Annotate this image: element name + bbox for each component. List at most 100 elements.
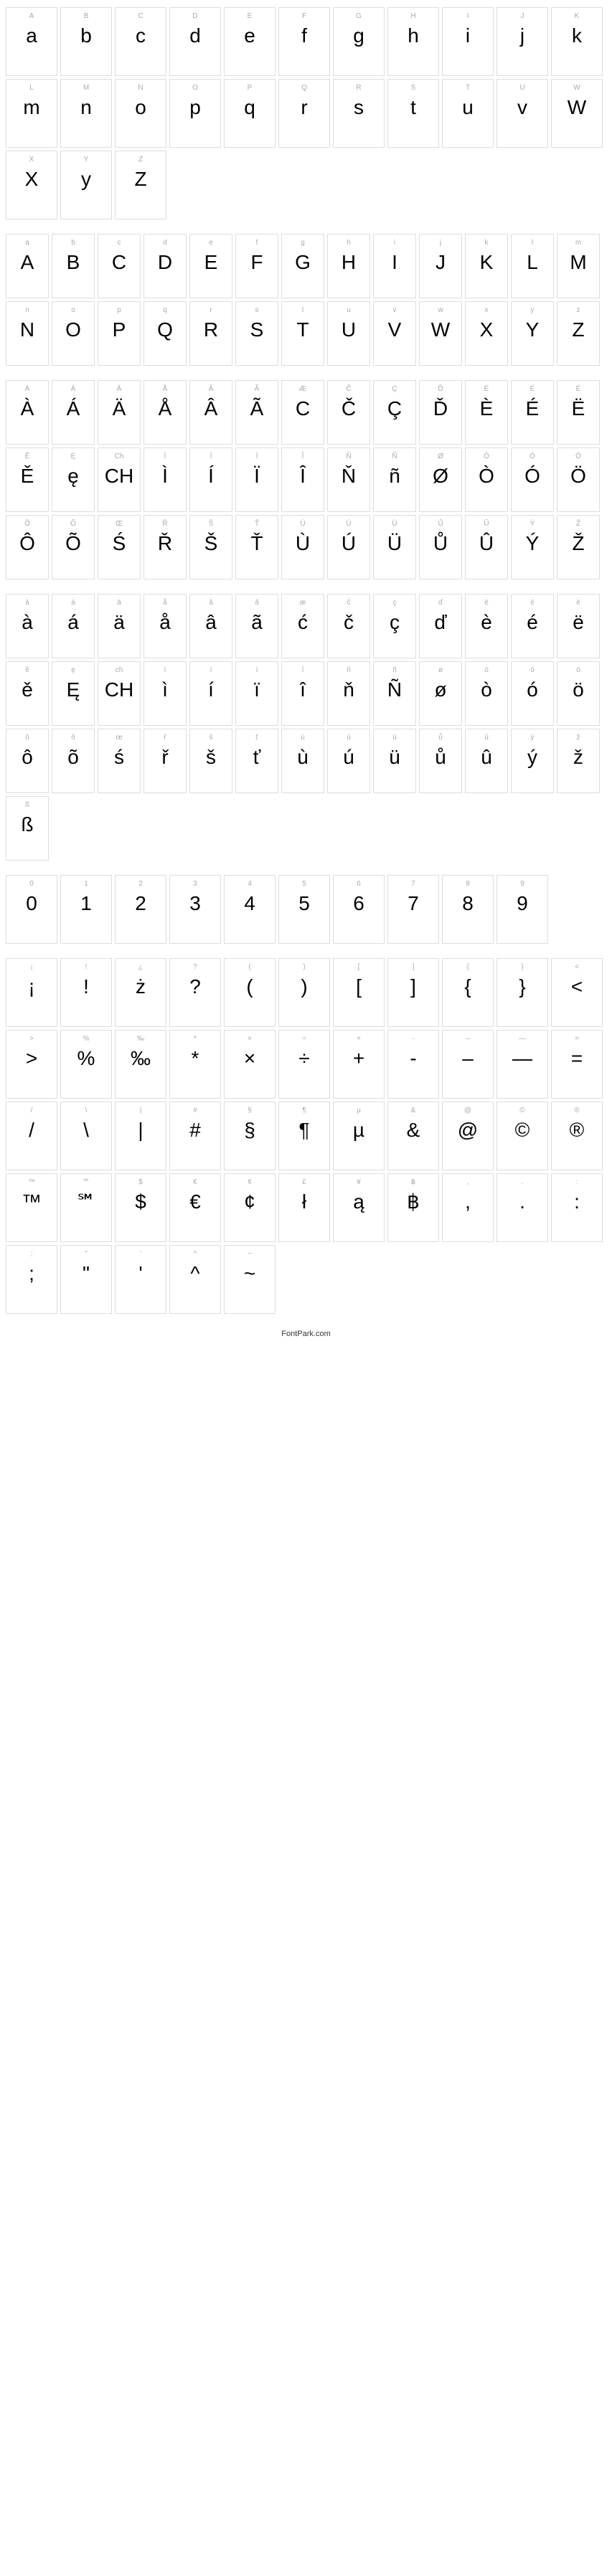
glyph-label: ë: [576, 599, 580, 607]
glyph-cell: 77: [387, 875, 439, 944]
glyph-cell: õõ: [52, 729, 95, 793]
glyph-label: h: [347, 239, 351, 247]
glyph-char: Q: [157, 320, 173, 340]
glyph-label: U: [519, 84, 524, 92]
glyph-char: ): [301, 977, 307, 997]
glyph-char: c: [136, 26, 146, 46]
glyph-char: Ç: [387, 399, 402, 419]
glyph-char: ℠: [76, 1192, 97, 1212]
glyph-char: U: [342, 320, 356, 340]
glyph-label: Ý: [530, 520, 535, 528]
glyph-cell: 66: [333, 875, 385, 944]
glyph-label: ä: [117, 599, 121, 607]
glyph-char: ß: [21, 815, 33, 835]
glyph-label: Õ: [70, 520, 76, 528]
glyph-char: ý: [527, 747, 537, 767]
glyph-label: R: [356, 84, 361, 92]
glyph-char: h: [408, 26, 419, 46]
glyph-label: 2: [138, 880, 143, 888]
glyph-char: C: [296, 399, 310, 419]
glyph-cell: šš: [189, 729, 232, 793]
glyph-cell: eE: [189, 234, 232, 298]
glyph-cell: çç: [373, 594, 416, 658]
glyph-cell: àà: [6, 594, 49, 658]
glyph-label: %: [83, 1035, 90, 1043]
glyph-char: ñ: [389, 466, 400, 486]
glyph-label: —: [519, 1035, 526, 1043]
glyph-cell: rR: [189, 301, 232, 366]
glyph-label: ¥: [357, 1178, 361, 1186]
glyph-cell: ÎÎ: [281, 448, 324, 512]
glyph-cell: 33: [169, 875, 221, 944]
glyph-label: z: [577, 306, 580, 314]
glyph-cell: ëë: [557, 594, 600, 658]
glyph-cell: &&: [387, 1102, 439, 1170]
glyph-label: ÷: [302, 1035, 306, 1043]
glyph-cell: ůů: [419, 729, 462, 793]
glyph-char: W: [431, 320, 450, 340]
glyph-cell: sS: [235, 301, 278, 366]
glyph-char: S: [250, 320, 264, 340]
glyph-char: Å: [159, 399, 172, 419]
glyph-cell: 99: [496, 875, 548, 944]
glyph-label: Ů: [438, 520, 443, 528]
glyph-label: (: [248, 963, 250, 971]
glyph-cell: ěě: [6, 661, 49, 726]
glyph-label: À: [25, 385, 30, 393]
glyph-char: e: [244, 26, 255, 46]
glyph-cell: ÁÁ: [52, 380, 95, 445]
glyph-char: A: [21, 252, 34, 273]
glyph-char: u: [462, 98, 474, 118]
glyph-label: D: [192, 12, 197, 20]
glyph-cell: æć: [281, 594, 324, 658]
glyph-char: }: [519, 977, 525, 997]
glyph-cell: ;;: [6, 1245, 57, 1314]
glyph-label: ): [303, 963, 305, 971]
glyph-cell: ((: [224, 958, 276, 1027]
glyph-label: Ñ: [392, 453, 397, 460]
glyph-cell: ÖÖ: [557, 448, 600, 512]
glyph-char: ©: [515, 1120, 530, 1140]
glyph-label: Û: [484, 520, 489, 528]
glyph-cell: Hh: [387, 7, 439, 76]
glyph-char: ö: [573, 680, 584, 700]
glyph-label: é: [530, 599, 535, 607]
glyph-label: â: [209, 599, 213, 607]
glyph-label: 1: [84, 880, 88, 888]
glyph-label: Ú: [346, 520, 351, 528]
glyph-label: ß: [25, 801, 29, 809]
glyph-cell: Cc: [115, 7, 166, 76]
glyph-label: ó: [530, 666, 535, 674]
glyph-label: @: [464, 1107, 471, 1114]
glyph-label: #: [193, 1107, 197, 1114]
glyph-cell: 11: [60, 875, 112, 944]
glyph-cell: bB: [52, 234, 95, 298]
glyph-cell: 44: [224, 875, 276, 944]
glyph-label: Ò: [484, 453, 489, 460]
glyph-cell: @@: [442, 1102, 494, 1170]
glyph-label: Ù: [300, 520, 305, 528]
glyph-label: L: [29, 84, 34, 92]
glyph-char: m: [23, 98, 39, 118]
glyph-char: ã: [251, 612, 263, 633]
glyph-label: Ã: [255, 385, 260, 393]
glyph-cell: ÉÉ: [511, 380, 554, 445]
glyph-char: =: [571, 1048, 583, 1069]
glyph-char: CH: [105, 466, 133, 486]
glyph-char: ^: [190, 1264, 199, 1284]
glyph-label: }: [521, 963, 523, 971]
glyph-label: Ch: [115, 453, 124, 460]
glyph-cell: ČČ: [327, 380, 370, 445]
glyph-cell: Lm: [6, 79, 57, 148]
glyph-cell: ýý: [511, 729, 554, 793]
glyph-char: è: [481, 612, 492, 633]
glyph-label: ž: [577, 734, 580, 742]
glyph-label: æ: [300, 599, 306, 607]
glyph-cell: éé: [511, 594, 554, 658]
glyph-cell: ~~: [224, 1245, 276, 1314]
glyph-cell: îî: [281, 661, 324, 726]
glyph-cell: ZZ: [115, 151, 166, 219]
glyph-cell: ÌÌ: [143, 448, 187, 512]
glyph-char: î: [300, 680, 306, 700]
glyph-label: 4: [248, 880, 252, 888]
